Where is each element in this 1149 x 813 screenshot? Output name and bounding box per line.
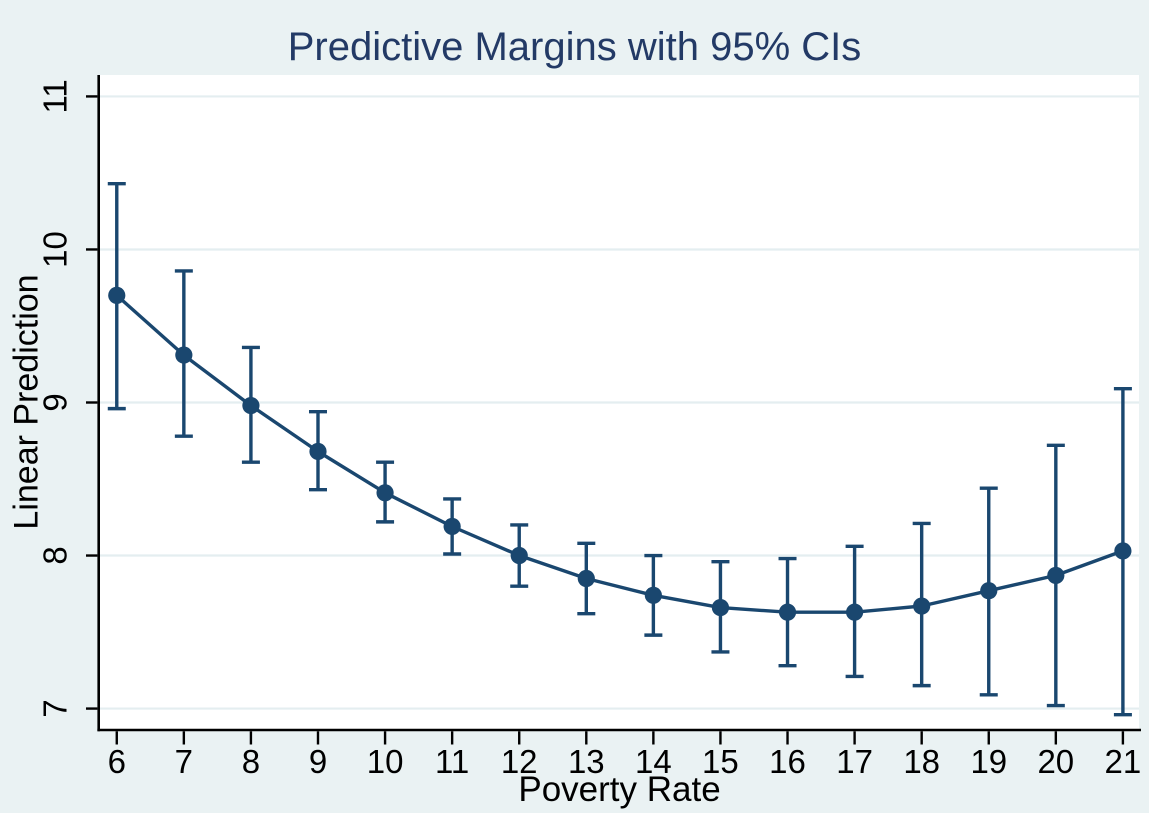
data-point-marker [644, 586, 662, 604]
y-tick-label: 9 [37, 393, 74, 411]
x-tick-label: 9 [309, 743, 327, 780]
x-tick-label: 11 [435, 743, 469, 780]
x-tick-label: 10 [367, 743, 404, 780]
x-axis-title: Poverty Rate [518, 770, 721, 809]
data-point-marker [443, 517, 461, 536]
x-tick-label: 12 [501, 743, 538, 780]
x-tick-label: 13 [568, 743, 605, 780]
data-point-marker [913, 597, 931, 615]
x-tick-label: 6 [108, 743, 126, 780]
data-point-marker [376, 484, 394, 502]
x-tick-label: 21 [1105, 743, 1142, 780]
y-tick-label: 10 [37, 231, 74, 268]
data-point-marker [845, 603, 864, 621]
data-point-marker [175, 346, 193, 364]
x-tick-label: 16 [769, 743, 806, 780]
y-tick-labels: 7 8 9 10 11 [37, 79, 74, 718]
data-point-marker [980, 582, 998, 600]
chart-title: Predictive Margins with 95% CIs [287, 25, 862, 69]
y-axis-title: Linear Prediction [7, 274, 46, 530]
x-tick-label: 20 [1037, 743, 1074, 780]
data-point-marker [242, 396, 260, 415]
confidence-intervals [107, 181, 1132, 717]
data-point-marker [577, 569, 595, 588]
data-point-marker [1114, 542, 1132, 560]
data-point-marker [309, 442, 327, 461]
margins-line [115, 294, 1124, 614]
data-point-marker [510, 546, 528, 565]
x-tick-label: 8 [242, 743, 260, 780]
y-tick-label: 11 [37, 79, 74, 113]
y-ticks [86, 95, 98, 710]
x-tick-label: 19 [970, 743, 1007, 780]
data-point-marker [711, 598, 730, 617]
x-ticks [115, 731, 1125, 745]
x-tick-label: 18 [903, 743, 940, 780]
data-point-marker [1047, 566, 1065, 585]
x-tick-label: 14 [635, 743, 672, 780]
x-tick-label: 7 [175, 743, 193, 780]
x-tick-labels: 6 7 8 9 10 11 12 13 14 15 16 17 18 19 20 21 [108, 743, 1142, 780]
x-tick-label: 17 [836, 743, 873, 780]
margins-markers [108, 286, 1132, 621]
data-point-marker [778, 603, 797, 621]
data-point-marker [108, 286, 126, 304]
x-tick-label: 15 [702, 743, 739, 780]
y-tick-label: 8 [37, 546, 74, 564]
gridlines [100, 95, 1139, 710]
y-tick-label: 7 [37, 699, 74, 717]
